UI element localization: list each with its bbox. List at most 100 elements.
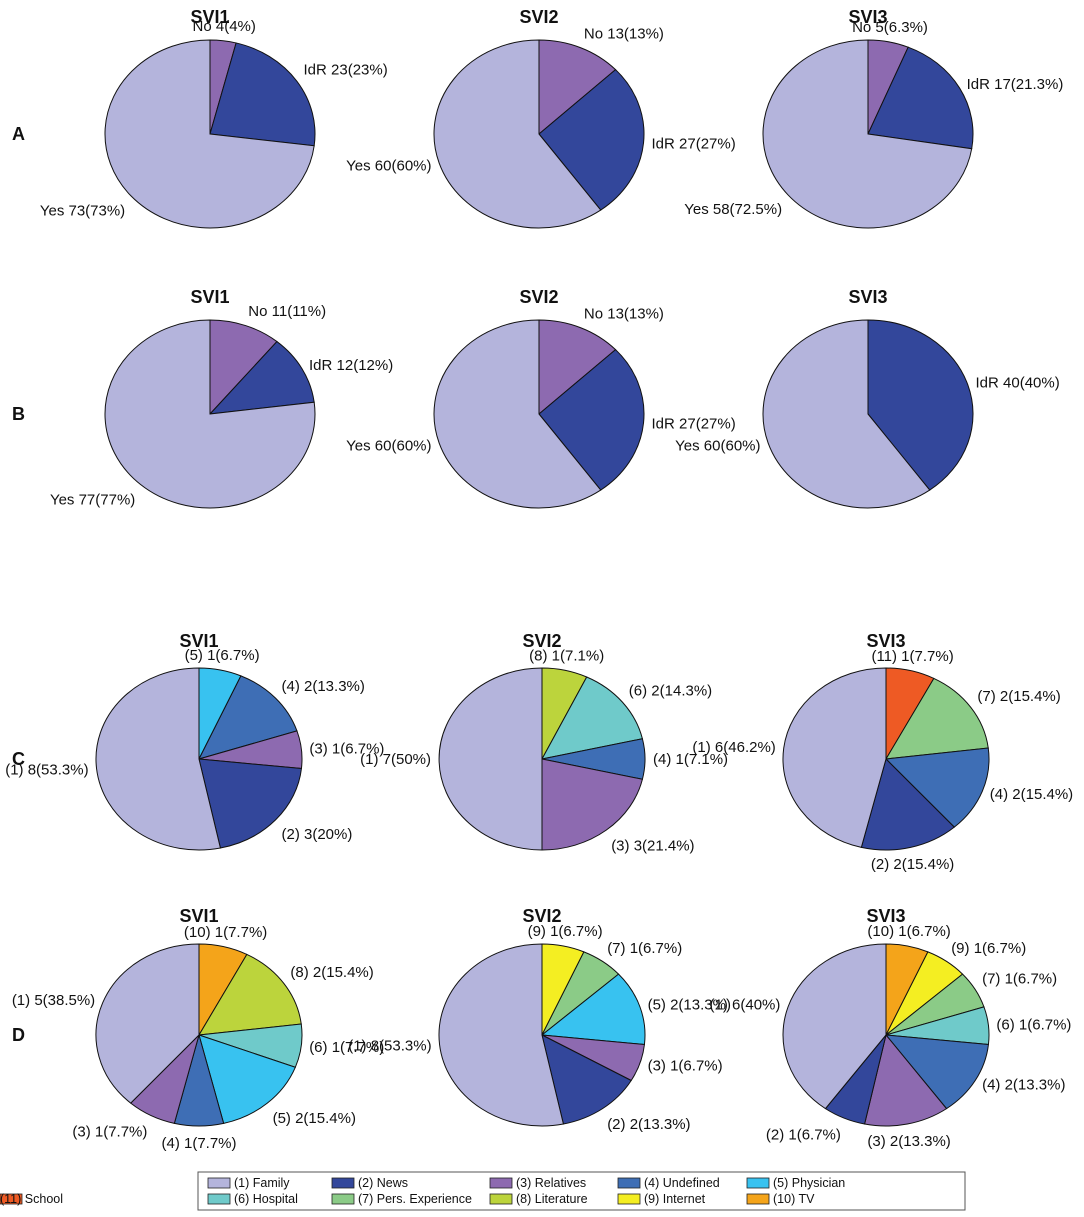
- legend-swatch: [489, 1193, 513, 1205]
- legend-label: (1) Family: [234, 1176, 290, 1190]
- slice-label: IdR 17(21.3%): [967, 76, 1064, 93]
- pie-d-svi3: SVI3(10) 1(6.7%)(9) 1(6.7%) (7) 1(6.7%) (6…: [710, 906, 1072, 1150]
- pie-d-svi1: SVI1(10) 1(7.7%) (8) 2(15.4%) (6) 1(7.7%) (…: [12, 906, 384, 1152]
- pie-slice: [433, 39, 602, 229]
- slice-label: (6) 1(6.7%): [996, 1017, 1071, 1034]
- slice-label: (9) 1(6.7%): [951, 940, 1026, 957]
- slice-label: IdR 40(40%): [976, 375, 1060, 392]
- pie-title: SVI1: [179, 906, 218, 926]
- pie-slice: [538, 39, 617, 136]
- pie-slice: [198, 675, 298, 760]
- pie-slice: [860, 758, 956, 851]
- legend-swatch: [489, 1177, 513, 1189]
- slice-label: No 11(11%): [248, 303, 326, 320]
- pie-slice: [438, 667, 543, 851]
- slice-label: No 13(13%): [584, 305, 664, 322]
- row-label-d: D: [12, 1025, 25, 1045]
- legend-label: (8) Literature: [516, 1192, 588, 1206]
- pie-title: SVI2: [522, 631, 561, 651]
- slice-label: (7) 1(6.7%): [607, 940, 682, 957]
- legend-label: (6) Hospital: [234, 1192, 298, 1206]
- legend-label: (3) Relatives: [516, 1176, 586, 1190]
- slice-label: (8) 1(7.1%): [529, 648, 604, 665]
- slice-label: (9) 1(6.7%): [528, 923, 603, 940]
- slice-label: Yes 60(60%): [675, 438, 760, 455]
- legend-swatch: [207, 1177, 231, 1189]
- slice-label: (1) 5(38.5%): [12, 992, 95, 1009]
- pie-slice: [198, 953, 302, 1036]
- legend-swatch: [207, 1193, 231, 1205]
- slice-label: No 4(4%): [193, 18, 256, 35]
- slice-label: (2) 1(6.7%): [766, 1126, 841, 1143]
- slice-label: (4) 2(13.3%): [982, 1077, 1065, 1094]
- pie-slice: [540, 973, 646, 1046]
- pie-slice: [104, 39, 315, 229]
- pie-slice: [95, 667, 222, 851]
- pie-slice: [538, 348, 645, 491]
- pie-title: SVI3: [848, 287, 887, 307]
- slice-label: IdR 27(27%): [652, 136, 736, 153]
- pie-c-svi3: SVI3(11) 1(7.7%) (7) 2(15.4%) (4) 2(15.4%)…: [692, 631, 1073, 873]
- pie-slice: [95, 943, 200, 1104]
- pie-title: SVI1: [190, 287, 229, 307]
- legend: (1) Family (2) News (3) Relatives (4) Undef…: [0, 1171, 966, 1211]
- row-labels: A B C D: [12, 124, 25, 1045]
- legend-label: (11) School: [0, 1192, 63, 1206]
- legend-swatch: [746, 1177, 770, 1189]
- slice-label: (3) 1(7.7%): [72, 1124, 147, 1141]
- pie-title: SVI1: [179, 631, 218, 651]
- slice-label: IdR 27(27%): [652, 416, 736, 433]
- slice-label: Yes 60(60%): [346, 438, 431, 455]
- slice-label: (5) 1(6.7%): [185, 647, 260, 664]
- pie-slice: [762, 39, 973, 229]
- legend-swatch: [331, 1177, 355, 1189]
- pie-title: SVI2: [519, 287, 558, 307]
- slice-label: Yes 77(77%): [50, 492, 135, 509]
- pie-c-svi1: SVI1(5) 1(6.7%) (4) 2(13.3%) (3) 1(6.7%) (2…: [5, 631, 384, 851]
- pie-slice: [867, 46, 974, 150]
- slice-label: (3) 1(6.7%): [648, 1058, 723, 1075]
- pie-slice: [782, 943, 887, 1110]
- slice-label: (5) 2(13.3%): [648, 996, 731, 1013]
- legend-swatch: [746, 1193, 770, 1205]
- slice-label: (4) 2(13.3%): [282, 678, 365, 695]
- pie-slice: [541, 1034, 632, 1125]
- slice-label: (3) 3(21.4%): [611, 837, 694, 854]
- pie-title: SVI2: [519, 7, 558, 27]
- pie-slice: [198, 1034, 296, 1124]
- slice-label: (6) 2(14.3%): [629, 682, 712, 699]
- pie-slice: [762, 319, 931, 509]
- pie-slice: [438, 943, 565, 1127]
- slice-label: (2) 3(20%): [282, 826, 353, 843]
- slice-label: (1) 7(50%): [360, 751, 431, 768]
- pie-title: SVI3: [866, 906, 905, 926]
- slice-label: No 13(13%): [584, 25, 664, 42]
- pie-slice: [867, 319, 974, 491]
- slice-label: (10) 1(7.7%): [184, 924, 267, 941]
- pie-slice: [538, 319, 617, 416]
- legend-swatch: [331, 1193, 355, 1205]
- legend-swatch: [617, 1193, 641, 1205]
- slice-label: (3) 2(13.3%): [867, 1133, 950, 1150]
- legend-swatch: [0, 1193, 23, 1205]
- legend-label: (4) Undefined: [644, 1176, 720, 1190]
- slice-label: (4) 1(7.7%): [161, 1135, 236, 1152]
- row-label-a: A: [12, 124, 25, 144]
- slice-label: (1) 6(40%): [710, 996, 781, 1013]
- slice-label: (5) 2(15.4%): [273, 1110, 356, 1127]
- legend-label: (5) Physician: [773, 1176, 845, 1190]
- pie-slice: [209, 42, 316, 147]
- pie-slice: [885, 677, 989, 760]
- slice-label: (7) 2(15.4%): [977, 688, 1060, 705]
- slice-label: (8) 2(15.4%): [290, 964, 373, 981]
- pie-b-svi2: SVI2 No 13(13%) IdR 27(27%) Yes 60(60%): [346, 287, 736, 509]
- pie-slice: [198, 758, 302, 849]
- pie-a-svi2: SVI2 No 13(13%) IdR 27(27%) Yes 60(60%): [346, 7, 736, 229]
- pie-b-svi3: SVI3 IdR 40(40%) Yes 60(60%): [675, 287, 1060, 509]
- row-label-b: B: [12, 404, 25, 424]
- pie-slice: [538, 68, 645, 211]
- slice-label: Yes 58(72.5%): [684, 201, 782, 218]
